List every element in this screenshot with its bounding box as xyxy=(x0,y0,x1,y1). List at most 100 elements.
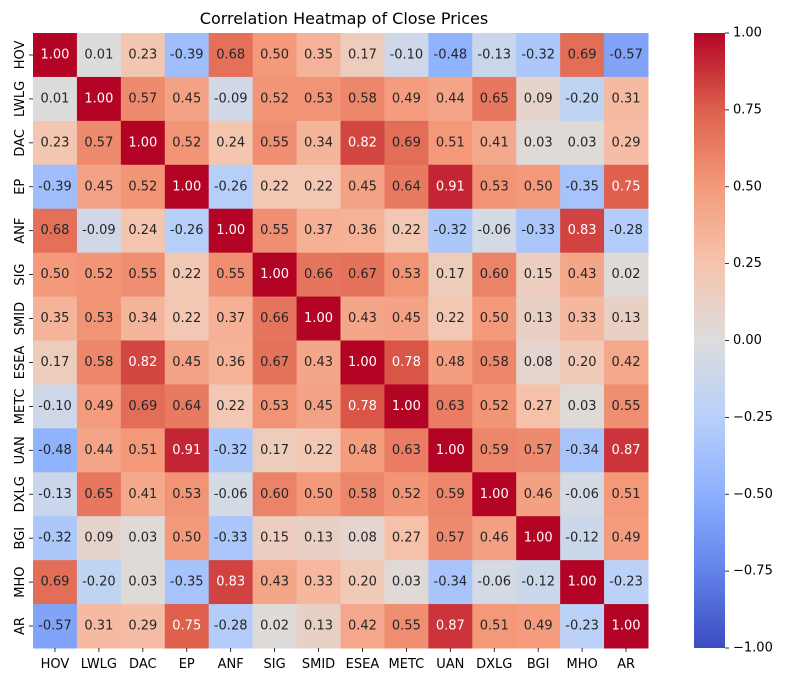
cell-value-label: -0.48 xyxy=(38,443,72,458)
heatmap-cell xyxy=(252,208,298,254)
cell-value-label: 0.13 xyxy=(524,311,553,326)
heatmap-cell xyxy=(340,120,385,166)
cell-value-label: 0.01 xyxy=(40,91,69,106)
heatmap-cell xyxy=(120,516,166,561)
cell-value-label: 0.15 xyxy=(524,267,553,282)
heatmap-cell xyxy=(252,296,298,341)
heatmap-cell xyxy=(120,208,166,254)
cell-value-label: 0.55 xyxy=(392,619,421,634)
cell-value-label: 0.52 xyxy=(84,267,113,282)
heatmap-cell xyxy=(604,472,649,517)
cell-value-label: 0.37 xyxy=(216,311,245,326)
cell-value-label: -0.39 xyxy=(38,179,72,194)
heatmap-cell xyxy=(340,33,385,78)
cell-value-label: 0.34 xyxy=(128,311,157,326)
cell-value-label: 1.00 xyxy=(40,47,69,62)
heatmap-cell xyxy=(208,428,254,473)
cell-value-label: -0.48 xyxy=(434,47,468,62)
heatmap-cell xyxy=(33,428,78,473)
cell-value-label: 0.55 xyxy=(260,135,289,150)
cell-value-label: 0.59 xyxy=(480,443,509,458)
cell-value-label: 0.49 xyxy=(84,399,113,414)
cell-value-label: 0.46 xyxy=(524,487,553,502)
heatmap-cell xyxy=(164,208,210,254)
heatmap-cell xyxy=(604,340,649,385)
heatmap-cell xyxy=(516,340,561,385)
cell-value-label: 0.20 xyxy=(348,575,377,590)
cell-value-label: 0.22 xyxy=(216,399,245,414)
heatmap-cell xyxy=(76,516,122,561)
heatmap-cell xyxy=(384,384,429,429)
cell-value-label: 0.68 xyxy=(216,47,245,62)
heatmap-cell xyxy=(33,340,78,385)
cell-value-label: 0.55 xyxy=(216,267,245,282)
x-tick-label: METC xyxy=(389,657,425,672)
cell-value-label: 0.69 xyxy=(392,135,421,150)
cell-value-label: 0.65 xyxy=(480,91,509,106)
heatmap-cell xyxy=(472,164,517,210)
cell-value-label: 1.00 xyxy=(480,487,509,502)
cell-value-label: 0.03 xyxy=(524,135,553,150)
cell-value-label: 0.43 xyxy=(304,355,333,370)
cell-value-label: 0.22 xyxy=(436,311,465,326)
cell-value-label: 1.00 xyxy=(304,311,333,326)
cell-value-label: 1.00 xyxy=(392,399,421,414)
cell-value-label: -0.35 xyxy=(170,575,204,590)
heatmap-cell xyxy=(340,560,385,605)
cell-value-label: 0.09 xyxy=(524,91,553,106)
heatmap-cell xyxy=(604,296,649,341)
cell-value-label: 0.55 xyxy=(612,399,641,414)
cell-value-label: 0.75 xyxy=(612,179,641,194)
heatmap-cell xyxy=(340,604,385,649)
chart-title: Correlation Heatmap of Close Prices xyxy=(200,9,488,28)
heatmap-cell xyxy=(604,33,649,78)
heatmap-cell xyxy=(164,560,210,605)
heatmap-cell xyxy=(428,428,473,473)
heatmap-cell xyxy=(164,340,210,385)
cell-value-label: 0.36 xyxy=(348,223,377,238)
cell-value-label: 0.60 xyxy=(480,267,509,282)
heatmap-cell xyxy=(208,76,254,122)
cell-value-label: 0.41 xyxy=(128,487,157,502)
heatmap-cell xyxy=(296,604,341,649)
heatmap-cell xyxy=(252,76,298,122)
cell-value-label: 0.34 xyxy=(304,135,333,150)
heatmap-cell xyxy=(120,296,166,341)
heatmap-cell xyxy=(560,604,605,649)
cell-value-label: 0.44 xyxy=(84,443,113,458)
heatmap-cell xyxy=(252,33,298,78)
heatmap-cell xyxy=(384,428,429,473)
heatmap-cell xyxy=(384,296,429,341)
heatmap-cell xyxy=(208,472,254,517)
heatmap-cell xyxy=(428,340,473,385)
heatmap-cell xyxy=(604,384,649,429)
heatmap-cell xyxy=(296,516,341,561)
cell-value-label: 0.49 xyxy=(392,91,421,106)
cell-value-label: 0.57 xyxy=(128,91,157,106)
heatmap-cell xyxy=(76,472,122,517)
cell-value-label: -0.06 xyxy=(477,575,511,590)
heatmap-cell xyxy=(33,604,78,649)
x-tick-label: MHO xyxy=(566,657,597,672)
heatmap-cell xyxy=(516,472,561,517)
heatmap-cell xyxy=(516,516,561,561)
cell-value-label: 0.83 xyxy=(568,223,597,238)
heatmap-cell xyxy=(164,76,210,122)
heatmap-cell xyxy=(604,560,649,605)
heatmap-cell xyxy=(33,296,78,341)
heatmap-cell xyxy=(428,208,473,254)
cell-value-label: 0.49 xyxy=(524,619,553,634)
heatmap-cell xyxy=(33,384,78,429)
heatmap-cell xyxy=(296,560,341,605)
cell-value-label: 0.08 xyxy=(524,355,553,370)
heatmap-cell xyxy=(472,560,517,605)
cell-value-label: 0.52 xyxy=(392,487,421,502)
cell-value-label: 0.23 xyxy=(40,135,69,150)
colorbar xyxy=(694,33,725,648)
cell-value-label: -0.34 xyxy=(434,575,468,590)
cell-value-label: -0.26 xyxy=(214,179,248,194)
cell-value-label: -0.33 xyxy=(214,531,248,546)
colorbar-tick-label: −0.75 xyxy=(733,564,773,579)
heatmap-cell xyxy=(296,472,341,517)
cell-value-label: 0.50 xyxy=(260,47,289,62)
